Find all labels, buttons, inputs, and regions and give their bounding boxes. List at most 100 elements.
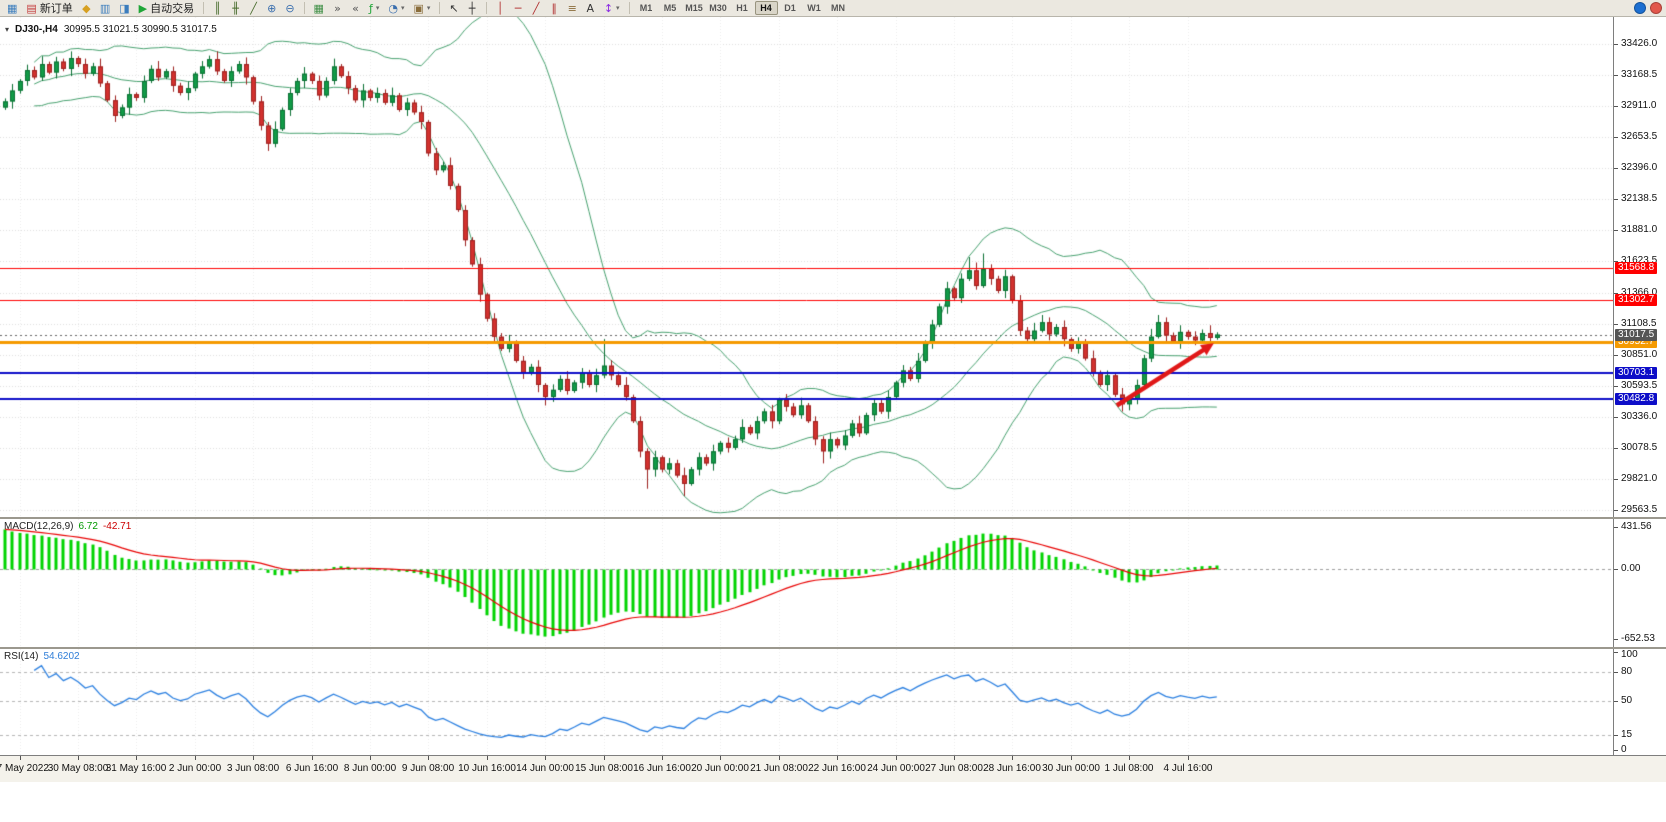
- macd-signal-value: -42.71: [102, 521, 132, 532]
- community-icon[interactable]: [1634, 2, 1646, 14]
- timeframe-w1-button[interactable]: W1: [807, 3, 821, 13]
- price-tick-mark: [1614, 417, 1618, 418]
- macd-canvas[interactable]: [0, 519, 1613, 647]
- timeframe-m30-button[interactable]: M30: [709, 3, 727, 13]
- price-tick-label: 31366.0: [1621, 287, 1658, 298]
- horizontal-line-icon-glyph: ─: [514, 1, 522, 15]
- zoom-in-icon-glyph: ⊕: [267, 1, 277, 15]
- templates-icon[interactable]: ▣ ▾: [409, 1, 434, 16]
- cursor-icon-glyph: ↖: [449, 1, 459, 15]
- timeframe-d1-button[interactable]: D1: [784, 3, 796, 13]
- line-chart-type-icon-glyph: ╱: [250, 1, 257, 15]
- new-order-button[interactable]: ▤ 新订单: [22, 1, 76, 16]
- auto-scroll-icon-glyph: »: [334, 1, 341, 15]
- price-tick-label: 31881.0: [1621, 224, 1658, 235]
- time-tick-mark: [1012, 756, 1013, 760]
- autotrading-button-glyph: ▶: [138, 1, 148, 15]
- time-tick-label: 30 May 08:00: [47, 763, 109, 774]
- rsi-label: RSI(14) 54.6202: [4, 651, 80, 662]
- price-tick-mark: [1614, 293, 1618, 294]
- arrows-icon[interactable]: ↕ ▾: [600, 1, 624, 16]
- time-tick-mark: [545, 756, 546, 760]
- autotrading-button[interactable]: ▶ 自动交易: [135, 1, 198, 16]
- trendline-icon[interactable]: ╱: [528, 1, 545, 16]
- pane-splitter-1[interactable]: [0, 517, 1666, 519]
- rsi-axis-label: 15: [1621, 729, 1633, 740]
- vertical-line-icon[interactable]: │: [492, 1, 509, 16]
- price-tick-label: 31623.5: [1621, 255, 1658, 266]
- timeframe-h1-button[interactable]: H1: [736, 3, 748, 13]
- line-chart-type-icon[interactable]: ╱: [245, 1, 262, 16]
- price-tick-mark: [1614, 510, 1618, 511]
- time-tick-label: 30 Jun 00:00: [1042, 763, 1100, 774]
- toolbar-separator: [485, 2, 487, 14]
- periods-icon[interactable]: ◔ ▾: [384, 1, 408, 16]
- periods-icon-dropdown-icon: ▾: [400, 3, 405, 12]
- timeframe-m15-button[interactable]: M15: [685, 3, 703, 13]
- new-order-button-glyph: ▤: [26, 1, 37, 15]
- price-axis[interactable]: 33426.0 33168.5 32911.0 32653.5 32396.0 32138…: [1613, 17, 1666, 517]
- time-tick-mark: [253, 756, 254, 760]
- autotrading-button-label: 自动交易: [150, 3, 195, 15]
- fibonacci-icon[interactable]: ≡: [564, 1, 581, 16]
- time-tick-mark: [720, 756, 721, 760]
- time-tick-label: 16 Jun 16:00: [633, 763, 691, 774]
- indicators-icon[interactable]: ƒ ▾: [365, 1, 383, 16]
- time-tick-mark: [20, 756, 21, 760]
- main-chart-pane: ▾ DJ30-,H4 30995.5 31021.5 30990.5 31017…: [0, 17, 1666, 517]
- time-tick-label: 27 May 2022: [0, 763, 49, 774]
- rsi-tick-mark: [1614, 750, 1618, 751]
- macd-main-value: 6.72: [78, 521, 98, 532]
- chart-profiles-icon[interactable]: ◆: [78, 1, 95, 16]
- candlestick-type-icon[interactable]: ╫: [227, 1, 244, 16]
- timeframe-m5-button[interactable]: M5: [663, 3, 677, 13]
- time-tick-mark: [1129, 756, 1130, 760]
- rsi-axis-label: 50: [1621, 695, 1633, 706]
- rsi-value: 54.6202: [43, 651, 80, 662]
- chart-shift-icon[interactable]: «: [347, 1, 364, 16]
- crosshair-icon[interactable]: ┼: [464, 1, 481, 16]
- toolbar-separator: [439, 2, 441, 14]
- rsi-axis[interactable]: 100 80 50 15 0: [1613, 649, 1666, 755]
- timeframe-mn-button[interactable]: MN: [831, 3, 846, 13]
- ohlc-values: 30995.5 31021.5 30990.5 31017.5: [63, 24, 217, 35]
- zoom-out-icon-glyph: ⊖: [285, 1, 295, 15]
- resistance-line-2-price-tag: 31302.7: [1615, 294, 1658, 306]
- time-tick-label: 8 Jun 00:00: [343, 763, 397, 774]
- terminal-windows-icon[interactable]: ▦: [3, 1, 21, 16]
- macd-axis[interactable]: 431.56 0.00 -652.53: [1613, 519, 1666, 647]
- price-tick-mark: [1614, 168, 1618, 169]
- cursor-icon[interactable]: ↖: [445, 1, 462, 16]
- price-tick-mark: [1614, 324, 1618, 325]
- horizontal-line-icon[interactable]: ─: [510, 1, 527, 16]
- zoom-in-icon[interactable]: ⊕: [263, 1, 280, 16]
- navigator-icon-glyph: ◨: [119, 1, 130, 15]
- rsi-tick-mark: [1614, 672, 1618, 673]
- pane-splitter-2[interactable]: [0, 647, 1666, 649]
- market-watch-icon-glyph: ▥: [99, 1, 111, 15]
- one-click-trading-icon[interactable]: ▾: [5, 25, 10, 34]
- price-tick-label: 31108.5: [1621, 318, 1657, 329]
- main-chart-canvas[interactable]: [0, 17, 1613, 517]
- timeframe-m1-button[interactable]: M1: [639, 3, 653, 13]
- auto-scroll-icon[interactable]: »: [329, 1, 346, 16]
- price-tick-label: 32138.5: [1621, 193, 1658, 204]
- time-tick-label: 4 Jul 16:00: [1163, 763, 1213, 774]
- time-tick-label: 1 Jul 08:00: [1104, 763, 1154, 774]
- chart-profiles-icon-glyph: ◆: [82, 1, 91, 15]
- live-update-icon[interactable]: [1650, 2, 1662, 14]
- zoom-out-icon[interactable]: ⊖: [281, 1, 298, 16]
- tile-windows-icon[interactable]: ▦: [310, 1, 328, 16]
- timeframe-h4-button[interactable]: H4: [754, 1, 778, 15]
- text-icon[interactable]: A: [582, 1, 599, 16]
- indicators-icon-glyph: ƒ: [368, 1, 373, 15]
- rsi-tick-mark: [1614, 735, 1618, 736]
- bar-chart-type-icon[interactable]: ║: [209, 1, 226, 16]
- rsi-canvas[interactable]: [0, 649, 1613, 755]
- navigator-icon[interactable]: ◨: [115, 1, 133, 16]
- time-tick-mark: [604, 756, 605, 760]
- channel-icon[interactable]: ∥: [546, 1, 563, 16]
- terminal-windows-icon-glyph: ▦: [7, 1, 18, 15]
- market-watch-icon[interactable]: ▥: [96, 1, 114, 16]
